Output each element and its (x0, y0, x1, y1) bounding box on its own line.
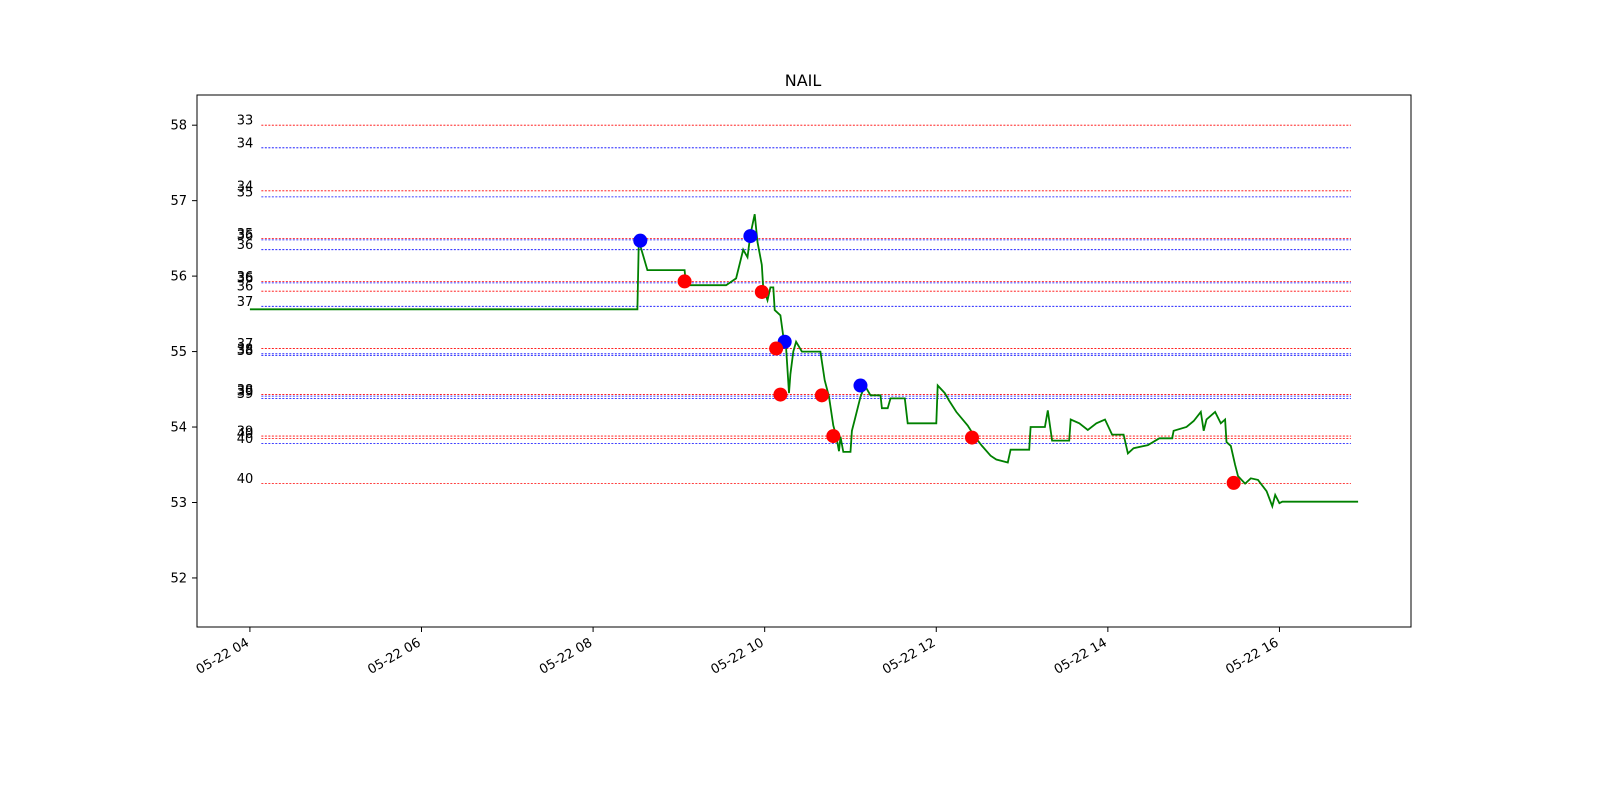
buy-marker (853, 378, 868, 393)
x-tick-label: 05-22 12 (880, 635, 938, 677)
sell-marker (965, 430, 980, 445)
x-axis: 05-22 04 05-22 06 05-22 08 05-22 10 05-22 12… (194, 627, 1281, 678)
level-label: 39 (237, 385, 254, 400)
level-label: 37 (237, 337, 254, 352)
buy-marker (633, 233, 648, 248)
trade-markers (633, 229, 1241, 490)
level-label: 38 (237, 342, 254, 357)
level-label: 34 (237, 179, 254, 194)
level-label: 38 (237, 344, 254, 359)
y-tick-label: 56 (170, 270, 187, 285)
x-tick-label: 05-22 10 (709, 635, 767, 677)
level-label: 36 (237, 228, 254, 243)
x-tick-label: 05-22 04 (194, 635, 252, 677)
sell-marker (814, 388, 829, 403)
sell-marker (826, 429, 841, 444)
y-tick-label: 57 (170, 194, 187, 209)
sell-marker (773, 387, 788, 402)
level-label: 35 (237, 227, 254, 242)
level-label: 36 (237, 280, 254, 295)
x-tick-label: 05-22 08 (537, 635, 595, 677)
level-label: 39 (237, 387, 254, 402)
sell-marker (1226, 475, 1241, 490)
x-tick-label: 05-22 16 (1223, 635, 1281, 677)
sell-marker (754, 284, 769, 299)
y-tick-label: 53 (170, 496, 187, 511)
y-tick-label: 58 (170, 119, 187, 134)
x-tick-label: 05-22 14 (1052, 635, 1110, 677)
level-label: 38 (237, 383, 254, 398)
chart-title: NAIL (785, 71, 822, 90)
y-tick-label: 52 (170, 571, 187, 586)
level-label: 36 (237, 270, 254, 285)
level-label: 34 (237, 136, 254, 151)
level-label: 36 (237, 238, 254, 253)
level-lines: 3334343535363636363637373838383939394040… (237, 114, 1351, 487)
level-label: 40 (237, 432, 254, 447)
y-axis: 52 53 54 55 56 57 58 (170, 119, 197, 586)
level-label: 35 (237, 185, 254, 200)
level-label: 36 (237, 271, 254, 286)
sell-marker (677, 274, 692, 289)
x-tick-label: 05-22 06 (365, 635, 423, 677)
series-line (249, 214, 1359, 510)
level-label: 37 (237, 295, 254, 310)
y-tick-label: 54 (170, 421, 187, 436)
price-series (249, 214, 1359, 510)
plot-frame (196, 94, 1412, 628)
level-label: 40 (237, 427, 254, 442)
level-label: 33 (237, 114, 254, 129)
sell-marker (769, 341, 784, 356)
buy-marker (743, 229, 758, 244)
level-label: 39 (237, 425, 254, 440)
level-label: 40 (237, 472, 254, 487)
y-tick-label: 55 (170, 345, 187, 360)
